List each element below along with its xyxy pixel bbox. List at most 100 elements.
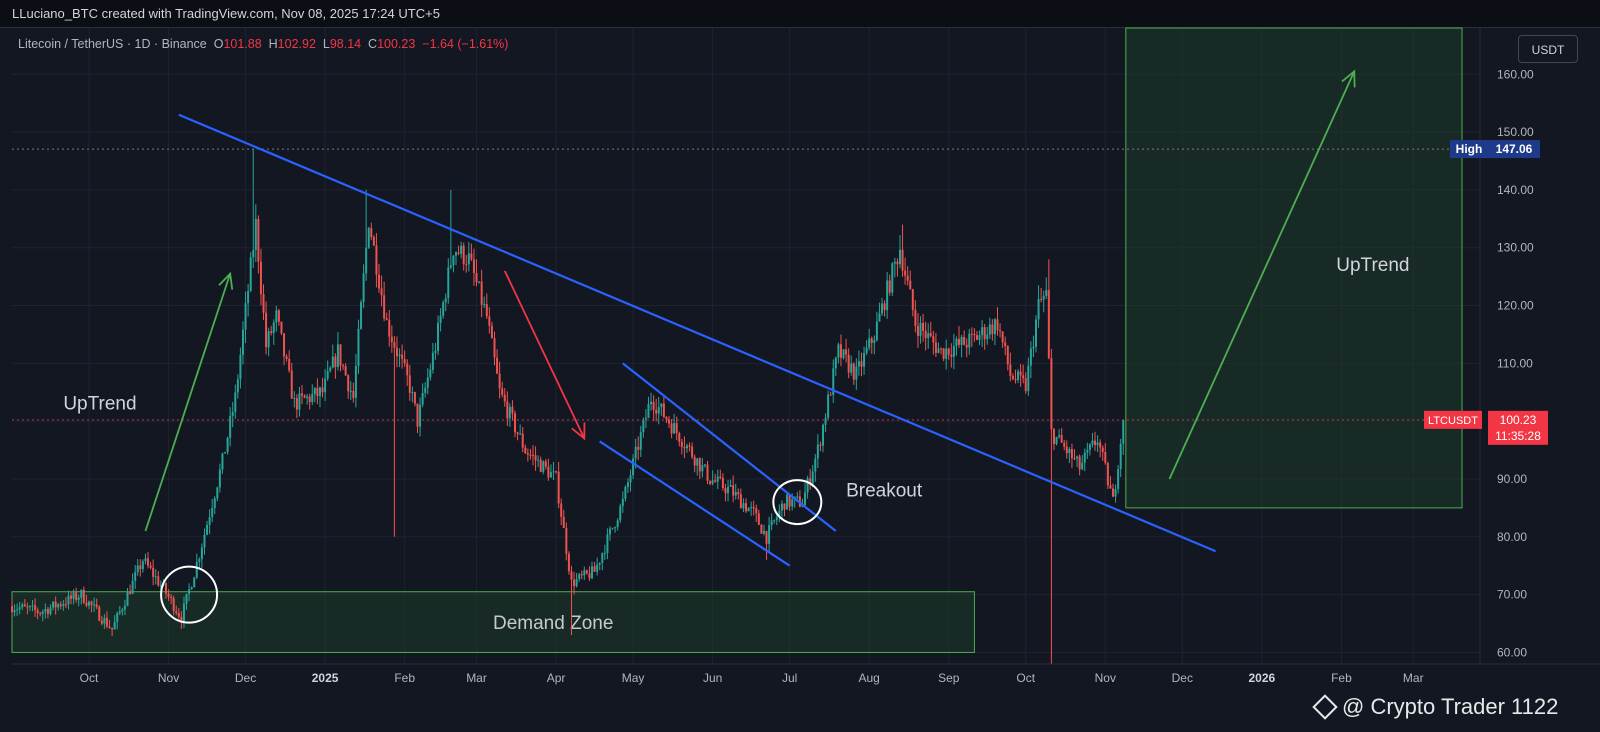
candle	[734, 483, 737, 500]
low-label: L	[322, 37, 330, 51]
candle	[244, 291, 247, 344]
candle	[827, 390, 830, 420]
candle-body	[952, 346, 955, 357]
candle	[164, 581, 167, 599]
candle-body	[1050, 358, 1053, 430]
arrow-shaft	[144, 273, 232, 532]
zones: Demand Zone	[11, 27, 1463, 653]
candle-body	[775, 517, 778, 521]
candle-body	[1019, 371, 1022, 376]
candle	[206, 520, 209, 536]
candle-body	[514, 413, 517, 433]
candle-body	[526, 453, 529, 455]
candle	[942, 347, 945, 362]
arrow-0	[144, 271, 234, 532]
high-tag: High 147.06	[1450, 140, 1540, 159]
candle-body	[352, 390, 355, 398]
candle-body	[11, 606, 13, 613]
candle-body	[167, 593, 170, 597]
arrow-head	[218, 271, 234, 290]
candle-body	[229, 415, 232, 438]
candle	[773, 519, 776, 524]
candle	[580, 570, 583, 580]
candle	[526, 448, 529, 462]
candle-body	[1045, 289, 1048, 296]
candle	[270, 325, 273, 336]
candle	[565, 522, 568, 561]
candle	[478, 281, 481, 284]
candle-body	[865, 347, 868, 354]
candle	[234, 384, 237, 419]
candle-body	[208, 517, 211, 525]
candle	[90, 600, 93, 613]
candle-body	[95, 604, 98, 608]
candle-body	[719, 476, 722, 478]
candle	[426, 368, 429, 395]
candle	[1112, 483, 1114, 498]
candle	[52, 601, 55, 611]
candle-body	[195, 561, 198, 578]
candle	[1014, 369, 1017, 384]
x-tick-label: May	[622, 671, 645, 685]
candle-body	[431, 352, 434, 370]
candle-body	[973, 334, 976, 336]
candle	[147, 552, 150, 569]
candle	[354, 353, 357, 408]
annotation-text-0: UpTrend	[63, 394, 136, 415]
candle	[1076, 455, 1079, 467]
candle	[860, 352, 863, 377]
candle	[1060, 428, 1063, 443]
candle	[316, 378, 319, 404]
candle	[678, 431, 681, 447]
candle-body	[732, 485, 735, 496]
candle-body	[1037, 298, 1040, 320]
candle	[16, 603, 19, 617]
candle	[329, 365, 332, 373]
candle	[195, 553, 198, 580]
candle-body	[180, 616, 183, 623]
candle	[167, 589, 170, 601]
candle	[154, 569, 157, 585]
candle-body	[126, 591, 129, 606]
candle	[996, 307, 999, 336]
candle-body	[988, 324, 991, 335]
candle	[1047, 259, 1050, 360]
candle	[439, 308, 442, 332]
candle	[85, 594, 88, 608]
candle	[349, 381, 352, 401]
candle	[64, 597, 67, 609]
candle-body	[603, 552, 606, 554]
candle-body	[244, 303, 247, 330]
candle	[719, 469, 722, 480]
candle-body	[159, 585, 162, 587]
candle	[703, 463, 706, 468]
candle-body	[680, 441, 683, 448]
candle-body	[911, 289, 914, 310]
candle	[21, 602, 24, 611]
candle	[465, 255, 468, 273]
candle-body	[118, 611, 121, 614]
candle	[408, 365, 411, 401]
candle-body	[90, 601, 93, 606]
candle-body	[105, 617, 108, 627]
candle-body	[1122, 419, 1125, 444]
currency-button[interactable]: USDT	[1518, 35, 1578, 63]
candle-body	[637, 446, 640, 450]
candle	[334, 353, 337, 379]
candle	[1073, 449, 1076, 461]
candle	[650, 392, 653, 411]
candle	[970, 327, 973, 347]
candle	[660, 403, 663, 416]
candle	[339, 344, 342, 372]
candle	[829, 391, 832, 396]
candle	[1122, 419, 1125, 455]
candle-body	[437, 322, 440, 351]
candle	[698, 457, 701, 480]
candle-body	[560, 503, 563, 518]
y-axis-panel	[1480, 28, 1600, 664]
candle-body	[134, 572, 137, 581]
candle-body	[1029, 348, 1032, 366]
candle-body	[531, 454, 534, 456]
candle	[963, 330, 966, 346]
